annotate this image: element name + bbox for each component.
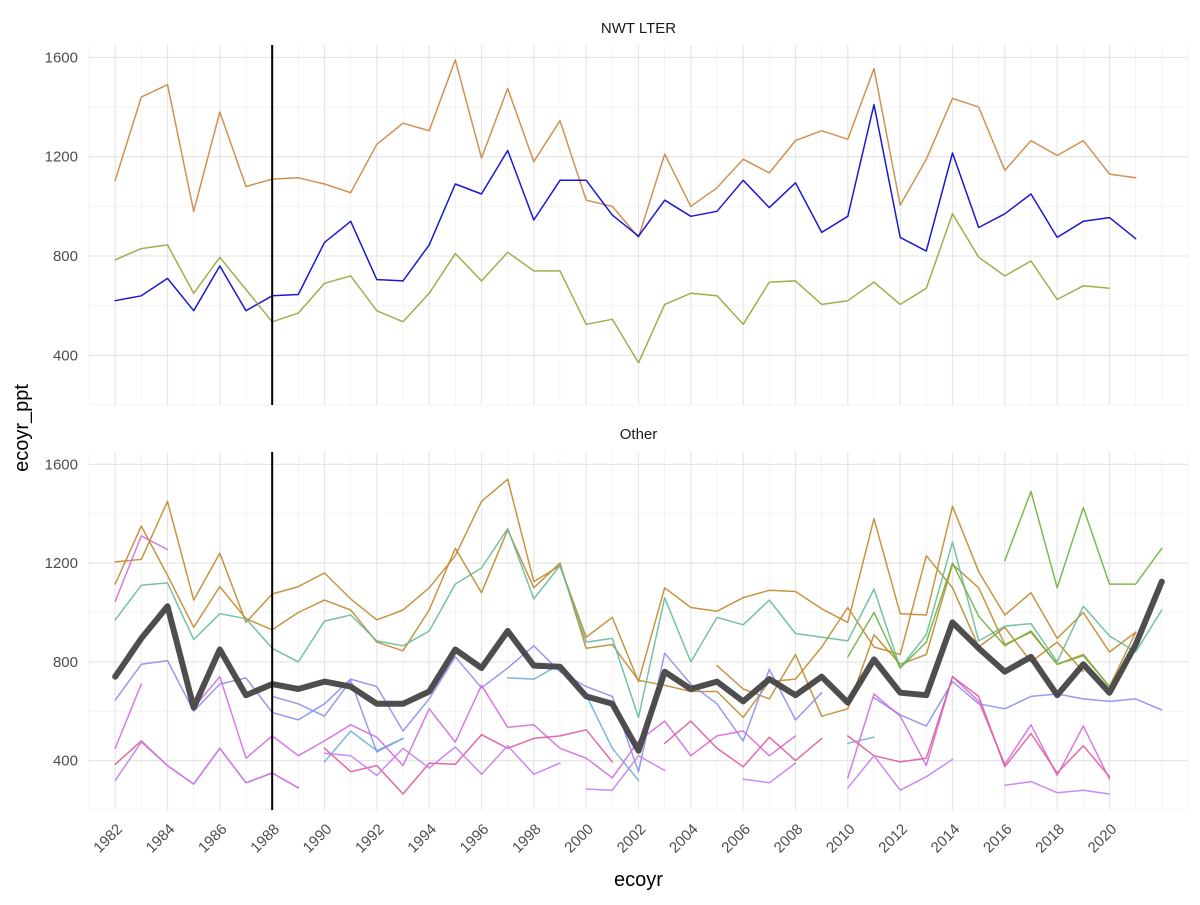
series-line [114,213,1111,364]
x-tick-label: 1998 [509,821,545,857]
y-tick-label: 1600 [45,49,78,66]
series-line [114,741,300,789]
series-line [323,745,561,777]
series-line [1004,780,1111,795]
series-line [585,754,666,791]
series-line [323,730,404,763]
x-tick-label: 1984 [143,821,179,857]
series-line [114,527,1163,719]
y-tick-label: 1200 [45,555,78,572]
x-tick-label: 2006 [718,821,754,857]
series-line [114,59,1137,239]
x-tick-label: 2012 [875,821,911,857]
x-tick-label: 1996 [457,821,493,857]
series-line [114,535,169,603]
panel-title: NWT LTER [601,20,676,37]
series-line [114,103,1137,312]
x-tick-label: 2002 [614,821,650,857]
series-line [847,754,954,791]
y-tick-label: 800 [53,654,78,671]
series-line [1004,490,1163,589]
x-tick-label: 1988 [247,821,283,857]
series-line [114,645,823,773]
series-line [847,562,1137,688]
series-line [742,762,797,784]
x-tick-label: 2014 [928,821,964,857]
y-tick-label: 1200 [45,149,78,166]
x-tick-label: 1994 [404,821,440,857]
series-line [114,740,300,789]
y-tick-label: 800 [53,248,78,265]
y-axis-title: ecoyr_ppt [11,384,33,472]
x-tick-label: 1990 [300,821,336,857]
x-tick-label: 2008 [771,821,807,857]
x-tick-label: 1982 [90,821,126,857]
x-tick-label: 2000 [561,821,597,857]
y-tick-label: 400 [53,347,78,364]
y-tick-label: 1600 [45,456,78,473]
x-tick-label: 1986 [195,821,231,857]
x-tick-label: 2016 [980,821,1016,857]
series-line [114,478,1137,683]
series-line [663,720,823,768]
series-line [114,525,1085,719]
series-line [271,679,404,753]
y-tick-label: 400 [53,753,78,770]
series-line [323,729,614,795]
series-line [114,683,143,750]
x-tick-label: 2010 [823,821,859,857]
series-line [847,675,1111,780]
x-tick-label: 2004 [666,821,702,857]
x-tick-label: 2020 [1085,821,1121,857]
x-axis-title: ecoyr [614,869,663,891]
x-tick-label: 1992 [352,821,388,857]
mean-series-line [112,578,1165,754]
series-line [847,675,1111,778]
series-line [847,736,875,745]
x-tick-label: 2018 [1032,821,1068,857]
series-line [873,680,1163,727]
series-line [192,675,797,779]
panel-title: Other [620,426,658,443]
